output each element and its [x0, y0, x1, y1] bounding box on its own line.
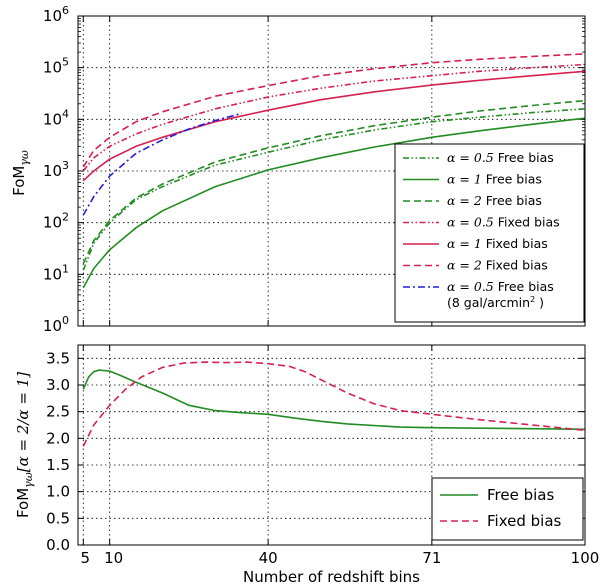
top-legend-label-6: α = 0.5 Free bias	[447, 279, 554, 294]
top-panel: 100 101 102 103 104 105 106 FoMγω α = 0.5 Free b…	[10, 4, 586, 335]
top-legend-label-2: α = 2 Free bias	[447, 193, 542, 208]
top-series-line-3	[82, 63, 586, 172]
bottom-ytick-label: 1.0	[46, 483, 70, 501]
bottom-ytick-label: 3.5	[46, 349, 70, 367]
bottom-plot-frame	[77, 344, 586, 546]
bottom-xtick-label: 71	[422, 549, 441, 567]
top-legend-label-4: α = 1 Fixed bias	[447, 236, 548, 251]
bottom-ytick-label: 0.0	[46, 536, 70, 554]
top-ytick-label: 100	[43, 314, 69, 335]
top-legend-label-3: α = 0.5 Fixed bias	[447, 215, 560, 230]
top-ytick-label: 106	[43, 4, 69, 25]
top-series-line-4	[82, 70, 586, 182]
bottom-ytick-label: 2.0	[46, 429, 70, 447]
top-ytick-label: 105	[43, 56, 69, 77]
bottom-panel: 0.0 0.5 1.0 1.5 2.0 2.5 3.0 3.5 5 10 40 71 100 FoMγω[…	[14, 344, 600, 586]
bottom-xtick-label: 10	[104, 549, 123, 567]
bottom-xtick-label: 5	[81, 549, 91, 567]
top-series-line-5	[82, 53, 586, 168]
bottom-ytick-label: 3.0	[46, 376, 70, 394]
bottom-legend-label-1: Fixed bias	[487, 512, 562, 530]
top-series-line-1	[82, 117, 586, 289]
bottom-legend-box	[431, 477, 584, 541]
bottom-series-line-1	[82, 361, 586, 447]
top-ylabel: FoMγω	[10, 150, 31, 196]
bottom-series-line-0	[82, 369, 586, 431]
top-ytick-label: 102	[43, 211, 69, 232]
top-legend-label-5: α = 2 Fixed bias	[447, 258, 548, 273]
top-ytick-label: 101	[43, 262, 69, 283]
top-series-line-6	[82, 112, 242, 216]
top-legend-label-line2: (8 gal/arcmin2 )	[447, 295, 544, 310]
top-series-line-2	[82, 99, 586, 265]
top-plot-frame	[77, 15, 586, 327]
bottom-xtick-label: 100	[571, 549, 600, 567]
top-legend-label-1: α = 1 Free bias	[447, 172, 542, 187]
bottom-ytick-label: 2.5	[46, 403, 70, 421]
bottom-legend-label-0: Free bias	[487, 486, 554, 504]
top-series-line-0	[82, 108, 586, 271]
top-legend-box	[394, 143, 585, 323]
bottom-ytick-label: 1.5	[46, 456, 70, 474]
bottom-ytick-label: 0.5	[46, 509, 70, 527]
bottom-xlabel: Number of redshift bins	[243, 568, 420, 586]
top-legend-label-0: α = 0.5 Free bias	[447, 150, 554, 165]
bottom-ylabel: FoMγω[α = 2/α = 1]	[14, 372, 35, 518]
top-ytick-label: 104	[43, 107, 69, 128]
top-ytick-label: 103	[43, 159, 69, 180]
bottom-xtick-label: 40	[259, 549, 278, 567]
